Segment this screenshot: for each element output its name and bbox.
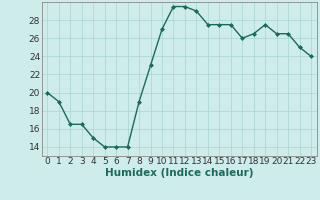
X-axis label: Humidex (Indice chaleur): Humidex (Indice chaleur)	[105, 168, 253, 178]
